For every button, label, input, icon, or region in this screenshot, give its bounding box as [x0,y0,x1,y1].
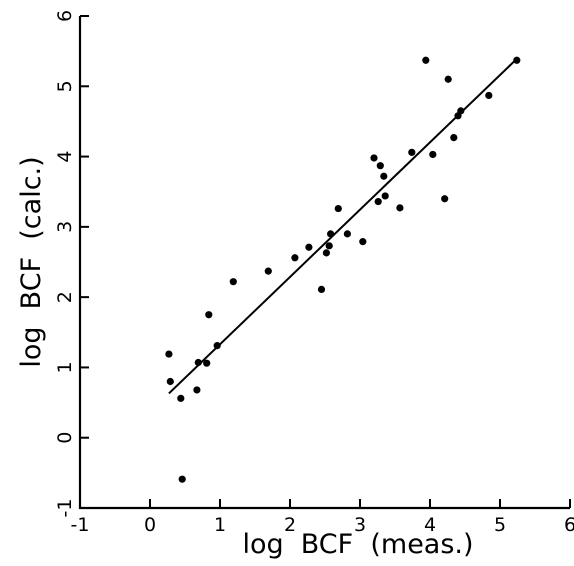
data-point [422,56,430,64]
y-tick-label: 0 [54,432,76,444]
y-tick-label: 4 [54,151,76,163]
data-point [229,278,237,286]
data-point [305,243,313,251]
data-point [343,230,351,238]
data-point [376,162,384,170]
data-point [359,238,367,246]
y-axis-title: log BCF (calc.) [16,156,47,367]
data-point [374,197,382,206]
data-point [166,377,174,386]
y-tick-label: 6 [54,10,76,22]
data-point [334,204,342,213]
y-tick-label: 5 [54,80,76,92]
data-point [380,172,388,180]
axis-frame [78,16,570,510]
y-tick-label: 2 [54,291,76,303]
data-point [370,154,378,162]
data-point [441,195,449,203]
x-axis-title: log BCF (meas.) [242,529,473,560]
data-point [165,350,173,358]
x-tick-label: -1 [71,514,90,536]
x-tick-label: 1 [214,514,226,536]
data-point [429,150,437,159]
data-point [264,267,272,275]
data-point [381,192,389,200]
axes [78,16,570,510]
y-axis-ticks: -1 0 1 2 3 4 5 6 [54,10,89,518]
data-point [322,249,330,257]
data-point [327,230,335,238]
regression-line [168,57,519,395]
x-tick-label: 6 [564,514,574,536]
data-point [457,107,465,115]
y-tick-label: 1 [54,361,76,373]
data-point [291,254,299,262]
y-tick-label: 3 [54,221,76,233]
x-tick-label: 5 [494,514,506,536]
x-tick-label: 0 [144,514,156,536]
data-point [203,359,211,367]
data-point [177,394,185,402]
data-point [317,285,326,294]
data-point [193,386,201,394]
data-point [178,475,186,483]
data-point [513,56,521,64]
x-tick-label: 3 [354,514,366,536]
data-points [165,56,521,483]
data-point [450,133,458,142]
data-point [205,311,213,319]
data-point [325,242,333,250]
x-tick-label: 4 [424,514,436,536]
x-tick-label: 2 [284,514,296,536]
data-point [396,204,404,212]
regression-line-group [168,57,519,395]
data-point [444,75,452,83]
data-point [194,358,202,367]
data-point [213,342,221,350]
data-point [485,91,493,100]
x-axis-ticks: -1 0 1 2 3 4 5 6 [71,499,574,536]
data-point [408,148,416,156]
y-tick-label: -1 [54,499,76,518]
